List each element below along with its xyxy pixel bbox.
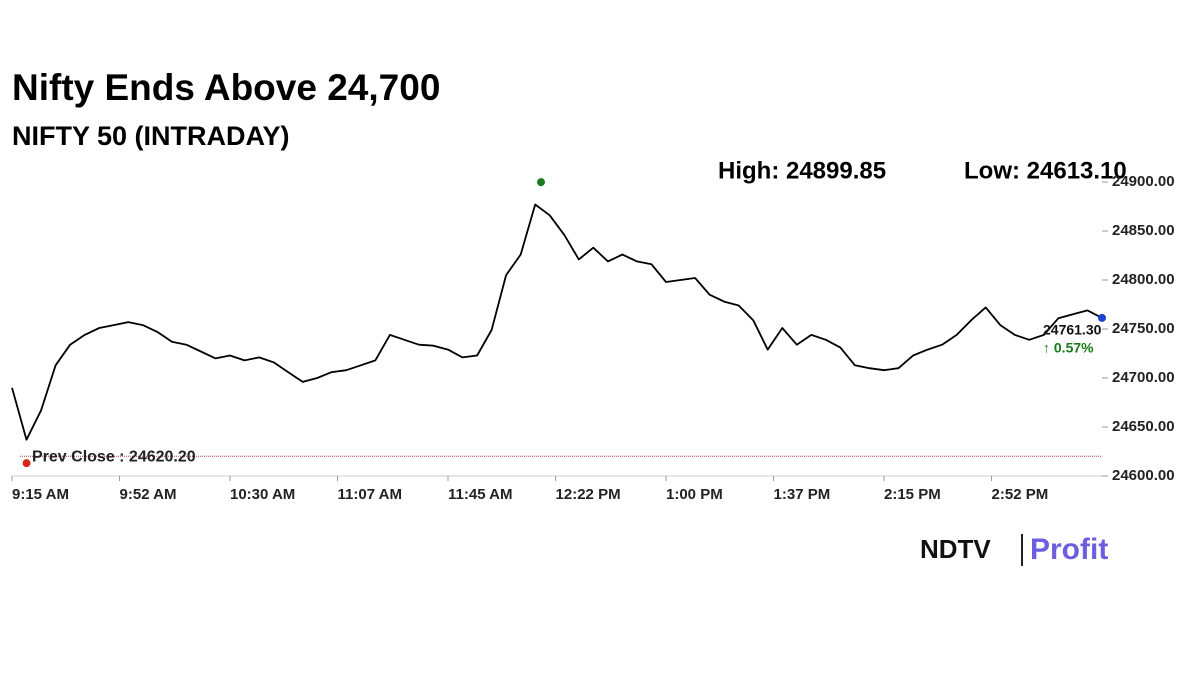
x-tick-label: 9:15 AM <box>12 486 69 503</box>
x-tick-label: 12:22 PM <box>556 486 621 503</box>
x-tick-label: 9:52 AM <box>120 486 177 503</box>
y-tick-label: 24750.00 <box>1112 320 1175 337</box>
high-marker <box>537 178 546 187</box>
low-marker <box>22 459 31 468</box>
x-tick-label: 11:45 AM <box>448 486 512 503</box>
high-label: High: 24899.85 <box>718 157 886 184</box>
prev-close-label: Prev Close : 24620.20 <box>32 448 196 465</box>
y-tick-label: 24800.00 <box>1112 271 1175 288</box>
x-tick-label: 1:37 PM <box>774 486 831 503</box>
logo: NDTV Profit <box>920 533 1108 566</box>
chart-subtitle: NIFTY 50 (INTRADAY) <box>12 121 290 151</box>
y-tick-label: 24600.00 <box>1112 467 1175 484</box>
y-tick-label: 24650.00 <box>1112 418 1175 435</box>
x-tick-label: 10:30 AM <box>230 486 295 503</box>
last-marker <box>1098 313 1106 322</box>
logo-brand: NDTV <box>920 534 991 564</box>
price-line <box>11 203 1103 441</box>
change-label: ↑ 0.57% <box>1043 340 1094 356</box>
last-price-label: 24761.30 <box>1043 322 1102 338</box>
low-label: Low: 24613.10 <box>964 157 1127 184</box>
x-tick-label: 1:00 PM <box>666 486 723 503</box>
logo-product: Profit <box>1030 533 1108 566</box>
x-tick-label: 2:15 PM <box>884 486 941 503</box>
x-tick-label: 2:52 PM <box>992 486 1049 503</box>
y-tick-label: 24900.00 <box>1112 173 1175 190</box>
x-tick-label: 11:07 AM <box>338 486 402 503</box>
y-tick-label: 24700.00 <box>1112 369 1175 386</box>
y-tick-label: 24850.00 <box>1112 222 1175 239</box>
chart-title: Nifty Ends Above 24,700 <box>12 67 440 108</box>
